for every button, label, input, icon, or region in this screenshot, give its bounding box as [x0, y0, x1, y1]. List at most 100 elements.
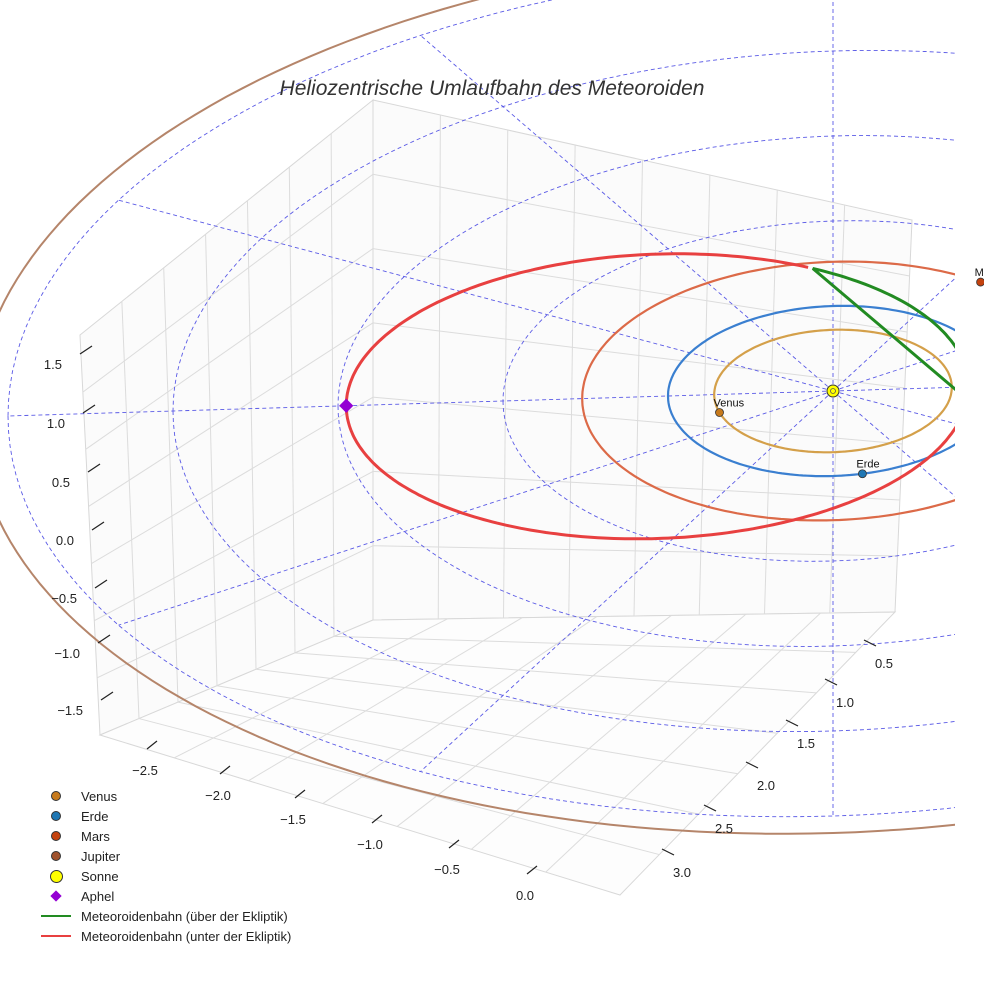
y-tick-label: 2.5 — [715, 821, 733, 836]
gridline — [503, 129, 509, 619]
sun-core — [830, 388, 836, 394]
x-tick-mark — [219, 765, 231, 775]
gridline — [94, 470, 374, 622]
gridline — [372, 248, 908, 333]
sun-marker — [826, 384, 840, 398]
gridline — [330, 133, 335, 637]
legend-symbol — [36, 811, 76, 821]
legend-symbol — [36, 851, 76, 861]
gridline — [372, 470, 900, 501]
gridline — [545, 612, 821, 873]
legend-symbol — [36, 915, 76, 917]
reference-ring — [7, 0, 955, 818]
legend-dot — [51, 811, 61, 821]
z-tick-mark — [91, 521, 105, 531]
z-tick-label: −1.5 — [57, 703, 83, 718]
y-tick-label: 2.0 — [757, 778, 775, 793]
orbit-mars — [581, 260, 955, 522]
orbit-jupiter — [0, 0, 955, 835]
z-tick-label: 1.0 — [47, 416, 65, 431]
z-tick-mark — [79, 345, 93, 355]
legend-label: Meteoroidenbahn (unter der Ekliptik) — [81, 928, 292, 944]
gridline — [138, 718, 660, 856]
z-tick-mark — [82, 404, 96, 414]
legend-symbol — [36, 831, 76, 841]
z-tick-mark — [94, 579, 108, 589]
x-tick-mark — [526, 865, 538, 875]
orbit-erde — [666, 304, 955, 478]
gridline — [246, 200, 257, 670]
gridline — [255, 668, 778, 734]
reference-ring — [337, 135, 955, 647]
gridline — [82, 173, 374, 393]
gridline — [96, 545, 374, 679]
legend-item: Jupiter — [36, 846, 291, 866]
planet-label-mars: Mars — [975, 267, 984, 279]
y-tick-mark — [661, 848, 675, 856]
reference-spoke — [420, 390, 834, 772]
gridline — [163, 267, 179, 703]
x-tick-mark — [448, 839, 460, 849]
z-tick-label: 0.5 — [52, 475, 70, 490]
legend-symbol — [36, 890, 76, 902]
legend: Venus Erde Mars Jupiter Sonne Aphel Meteoroide… — [36, 786, 291, 946]
gridline — [396, 615, 672, 827]
gridline — [288, 167, 296, 653]
reference-spoke — [7, 390, 834, 417]
legend-dot — [51, 791, 61, 801]
z-tick-label: −1.0 — [54, 646, 80, 661]
gridline — [294, 652, 817, 694]
meteoroid-orbit-below — [344, 252, 955, 541]
y-tick-mark — [745, 761, 759, 769]
planet-marker-erde — [858, 469, 867, 479]
chart-title: Heliozentrische Umlaufbahn des Meteoroid… — [280, 77, 705, 100]
legend-line — [41, 935, 71, 937]
gridline — [372, 173, 910, 277]
legend-label: Meteoroidenbahn (über der Ekliptik) — [81, 908, 288, 924]
y-tick-mark — [863, 639, 877, 647]
y-tick-label: 3.0 — [673, 865, 691, 880]
gridline — [91, 396, 374, 565]
legend-label: Sonne — [81, 868, 119, 884]
legend-item: Venus — [36, 786, 291, 806]
reference-spoke — [118, 199, 834, 392]
legend-symbol — [36, 935, 76, 937]
x-tick-label: −1.0 — [357, 837, 383, 852]
y-tick-label: 1.5 — [797, 736, 815, 751]
legend-line — [41, 915, 71, 917]
y-tick-mark — [703, 804, 717, 812]
ecliptic-reference-grid — [7, 0, 955, 818]
floor-pane — [98, 611, 897, 896]
planet-label-venus: Venus — [714, 398, 745, 410]
z-tick-label: 0.0 — [56, 533, 74, 548]
legend-label: Aphel — [81, 888, 115, 904]
gridline — [88, 322, 374, 507]
y-tick-label: 0.5 — [875, 656, 893, 671]
legend-label: Mars — [81, 828, 110, 844]
legend-item: Aphel — [36, 886, 291, 906]
legend-label: Venus — [81, 788, 118, 804]
gridline — [471, 613, 747, 850]
x-tick-mark — [146, 740, 158, 750]
y-tick-mark — [785, 719, 799, 727]
y-tick-label: 1.0 — [836, 695, 854, 710]
planet-marker-venus — [715, 408, 724, 417]
z-tick-mark — [100, 691, 114, 701]
legend-dot — [51, 851, 61, 861]
gridline — [216, 685, 738, 775]
z-tick-mark — [87, 463, 101, 473]
legend-item: Erde — [36, 806, 291, 826]
x-tick-label: −1.5 — [280, 812, 306, 827]
legend-dot — [51, 831, 61, 841]
y-tick-mark — [824, 678, 838, 686]
legend-diamond — [50, 890, 62, 902]
legend-item: Meteoroidenbahn (unter der Ekliptik) — [36, 926, 291, 946]
x-tick-label: 0.0 — [516, 888, 534, 903]
gridline — [372, 545, 898, 557]
gridline — [333, 635, 856, 653]
gridline — [372, 396, 903, 445]
gridline — [174, 618, 448, 759]
reference-spoke — [118, 390, 834, 626]
legend-item: Meteoroidenbahn (über der Ekliptik) — [36, 906, 291, 926]
